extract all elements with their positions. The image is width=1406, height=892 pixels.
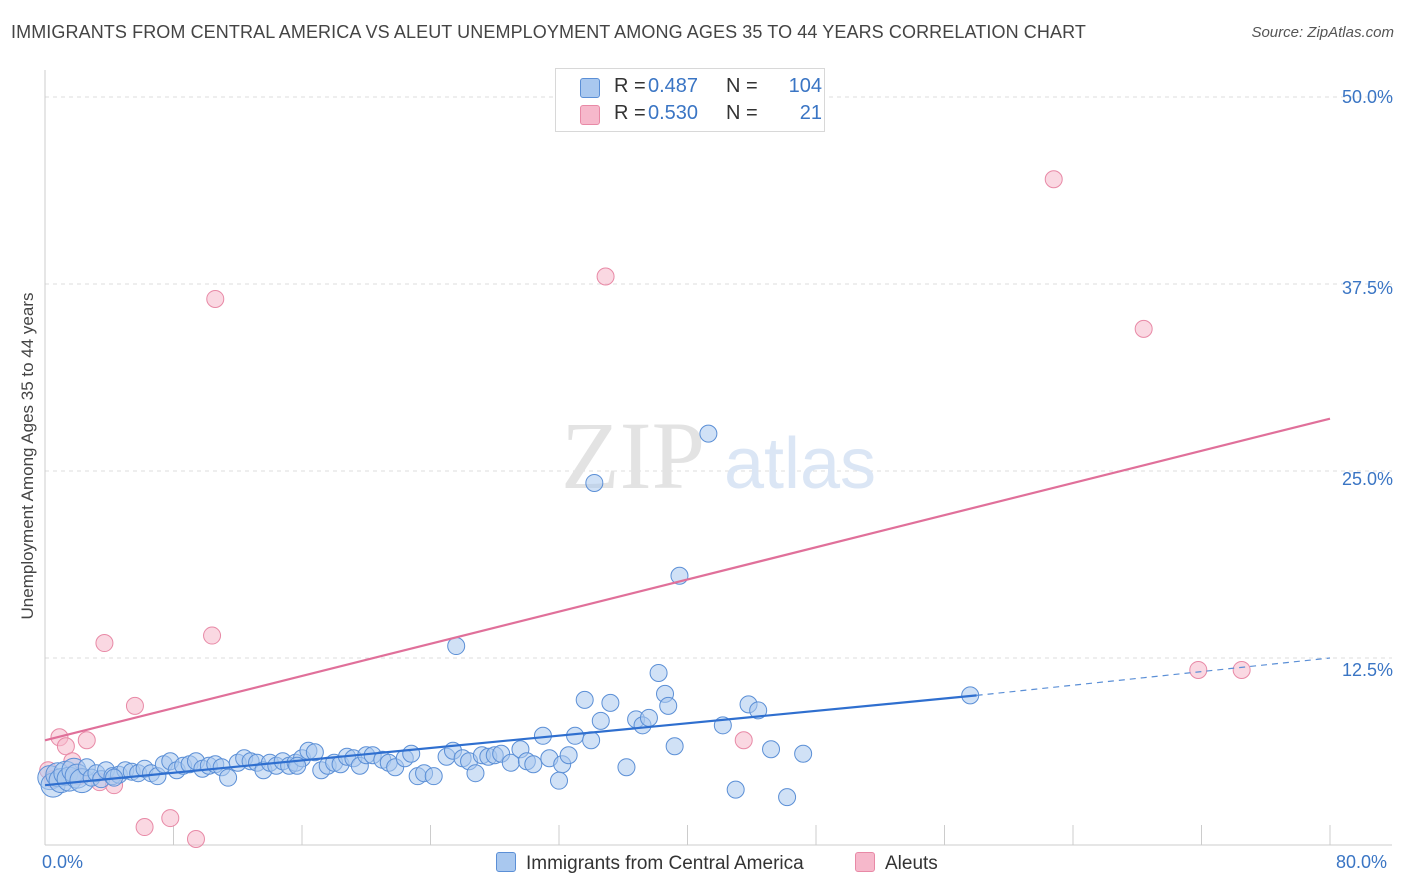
source-credit: Source: ZipAtlas.com	[1251, 24, 1394, 41]
y-tick-label: 37.5%	[1341, 278, 1393, 298]
central-america-point	[617, 758, 636, 777]
legend-item-central-america: Immigrants from Central America	[496, 852, 804, 875]
y-tick-label: 50.0%	[1341, 87, 1393, 107]
legend-series-name: Aleuts	[885, 853, 938, 874]
x-tick-label: 0.0%	[42, 852, 84, 872]
axis-layer	[44, 70, 1392, 846]
aleut-point	[56, 737, 75, 756]
legend-n-label: N =	[726, 102, 758, 124]
central-america-point	[749, 701, 768, 720]
central-america-point	[601, 693, 620, 712]
legend-swatch-pink	[580, 105, 600, 125]
central-america-trendline-extension	[976, 657, 1331, 696]
y-axis-label: Unemployment Among Ages 35 to 44 years	[18, 292, 37, 620]
central-america-point	[524, 755, 543, 774]
legend-r-value: 0.487	[648, 75, 699, 97]
aleut-point	[203, 626, 222, 645]
central-america-point	[466, 764, 485, 783]
legend-n-value: 21	[799, 102, 822, 124]
aleut-point	[1134, 319, 1153, 338]
legend-n-value: 104	[788, 75, 822, 97]
aleut-point	[77, 731, 96, 750]
aleut-point	[95, 634, 114, 653]
legend-r-label: R =	[614, 75, 646, 97]
central-america-point	[726, 780, 745, 799]
central-america-points	[37, 424, 980, 807]
legend-item-aleuts: Aleuts	[855, 852, 938, 875]
aleut-point	[596, 267, 615, 286]
central-america-point	[550, 771, 568, 790]
central-america-point	[699, 424, 718, 443]
central-america-point	[575, 690, 594, 709]
trendline-layer	[44, 417, 1331, 787]
correlation-legend: R = 0.487 N = 104 R = 0.530 N = 21	[555, 68, 825, 132]
y-tick-label: 25.0%	[1341, 469, 1393, 489]
aleut-point	[125, 696, 144, 715]
aleut-point	[206, 289, 225, 308]
central-america-point	[424, 767, 443, 786]
legend-swatch-pink	[855, 852, 875, 872]
grid-layer	[45, 96, 1392, 659]
aleut-point	[1189, 660, 1208, 679]
central-america-point	[794, 744, 813, 763]
central-america-point	[566, 726, 585, 745]
x-tick-label: 80.0%	[1336, 852, 1388, 872]
aleut-point	[1044, 170, 1063, 189]
aleut-point	[1232, 660, 1251, 679]
aleut-point	[734, 731, 753, 750]
chart-title: IMMIGRANTS FROM CENTRAL AMERICA VS ALEUT…	[11, 22, 1086, 42]
legend-n-label: N =	[726, 75, 758, 97]
central-america-point	[591, 711, 610, 730]
central-america-point	[639, 708, 658, 727]
central-america-point	[447, 637, 466, 656]
central-america-point	[778, 788, 797, 807]
watermark-atlas: atlas	[724, 424, 876, 504]
central-america-point	[402, 744, 421, 763]
aleuts-trendline	[44, 417, 1331, 742]
legend-swatch-blue	[580, 78, 600, 98]
central-america-point	[762, 740, 781, 759]
central-america-point	[219, 768, 238, 787]
central-america-point	[582, 731, 601, 750]
aleuts-points	[39, 170, 1251, 849]
aleut-point	[161, 809, 180, 828]
aleut-point	[135, 818, 154, 837]
aleut-point	[186, 830, 205, 849]
central-america-point	[659, 696, 678, 715]
central-america-point	[665, 737, 684, 756]
legend-r-value: 0.530	[648, 102, 699, 124]
legend-r-label: R =	[614, 102, 646, 124]
watermark-zip: ZIP	[561, 402, 705, 509]
legend-series-name: Immigrants from Central America	[526, 853, 804, 874]
y-tick-label: 12.5%	[1341, 660, 1393, 680]
legend-swatch-blue	[496, 852, 516, 872]
central-america-point	[559, 746, 578, 765]
central-america-trendline	[44, 694, 977, 787]
central-america-point	[305, 743, 324, 762]
central-america-point	[585, 473, 604, 492]
central-america-point	[649, 663, 668, 682]
